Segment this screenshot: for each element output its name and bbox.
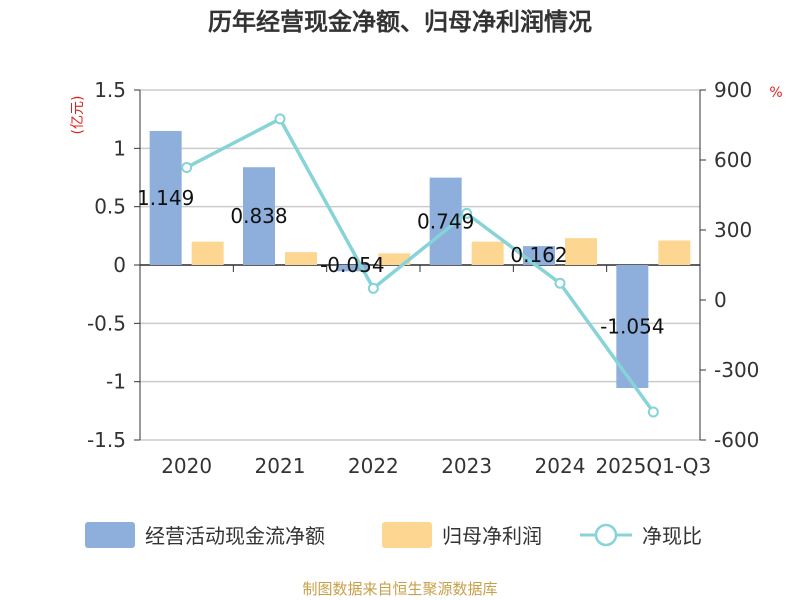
cashflow-data-label: 0.749 (417, 209, 474, 233)
left-axis-unit: (亿元) (70, 96, 86, 135)
cashflow-data-label: 0.838 (230, 204, 287, 228)
label-layer: 1.149 0.838 -0.054 0.749 0.162 -1.054 (137, 186, 665, 339)
net-profit-bar (565, 238, 597, 265)
left-tick-label: -1.5 (87, 428, 126, 452)
cashflow-data-label: -1.054 (600, 314, 664, 338)
category-label: 2023 (441, 454, 492, 478)
cash-ratio-point (181, 161, 193, 173)
axis-layer: 1.5 1 0.5 0 -0.5 -1 -1.5 900 600 300 0 -300 -600 2020… (87, 78, 759, 478)
cash-ratio-point (274, 113, 286, 125)
cashflow-data-label: -0.054 (320, 253, 384, 277)
net-profit-bar (658, 240, 691, 265)
chart-title: 历年经营现金净额、归母净利润情况 (208, 8, 592, 36)
net-profit-bar (285, 252, 317, 265)
legend-marker-cash-ratio (594, 523, 618, 547)
left-tick-label: 1.5 (94, 78, 126, 102)
cash-ratio-point (647, 406, 659, 418)
category-label: 2021 (255, 454, 306, 478)
left-tick-label: -0.5 (87, 311, 126, 335)
category-label: 2022 (348, 454, 399, 478)
legend-swatch-cashflow (85, 522, 135, 548)
legend-swatch-net-profit (382, 522, 432, 548)
legend-label-cashflow: 经营活动现金流净额 (145, 524, 325, 548)
right-tick-label: 0 (714, 288, 727, 312)
cashflow-data-label: 1.149 (137, 186, 194, 210)
cash-ratio-line (185, 116, 655, 414)
legend-item-net-profit[interactable]: 归母净利润 (382, 522, 542, 548)
cash-ratio-point (461, 207, 473, 219)
right-tick-label: -300 (714, 358, 759, 382)
left-tick-label: 0 (113, 253, 126, 277)
cashflow-bar (336, 265, 369, 272)
cashflow-bar (149, 130, 182, 265)
category-label: 2020 (161, 454, 212, 478)
cash-ratio-point (554, 277, 566, 289)
net-profit-bar (471, 241, 504, 265)
line-layer (181, 113, 659, 418)
cash-ratio-point (367, 282, 379, 294)
left-tick-label: -1 (106, 370, 126, 394)
cashflow-data-label: 0.162 (510, 243, 567, 267)
right-tick-label: 600 (714, 148, 752, 172)
legend-item-cash-ratio[interactable]: 净现比 (580, 523, 702, 548)
right-tick-label: 300 (714, 218, 752, 242)
category-label: 2025Q1-Q3 (595, 454, 711, 478)
right-tick-label: 900 (714, 78, 752, 102)
right-tick-label: -600 (714, 428, 759, 452)
left-tick-label: 1 (113, 136, 126, 160)
legend-item-cashflow[interactable]: 经营活动现金流净额 (85, 522, 325, 548)
net-profit-bar (378, 253, 411, 265)
category-label: 2024 (535, 454, 586, 478)
right-axis-unit: % (769, 85, 782, 101)
legend-label-cash-ratio: 净现比 (642, 524, 702, 548)
net-profit-bar (191, 241, 224, 265)
cashflow-bar (243, 167, 275, 265)
left-tick-label: 0.5 (94, 195, 126, 219)
data-source-note: 制图数据来自恒生聚源数据库 (302, 580, 497, 598)
legend: 经营活动现金流净额 归母净利润 净现比 (85, 522, 702, 548)
legend-label-net-profit: 归母净利润 (442, 524, 542, 548)
